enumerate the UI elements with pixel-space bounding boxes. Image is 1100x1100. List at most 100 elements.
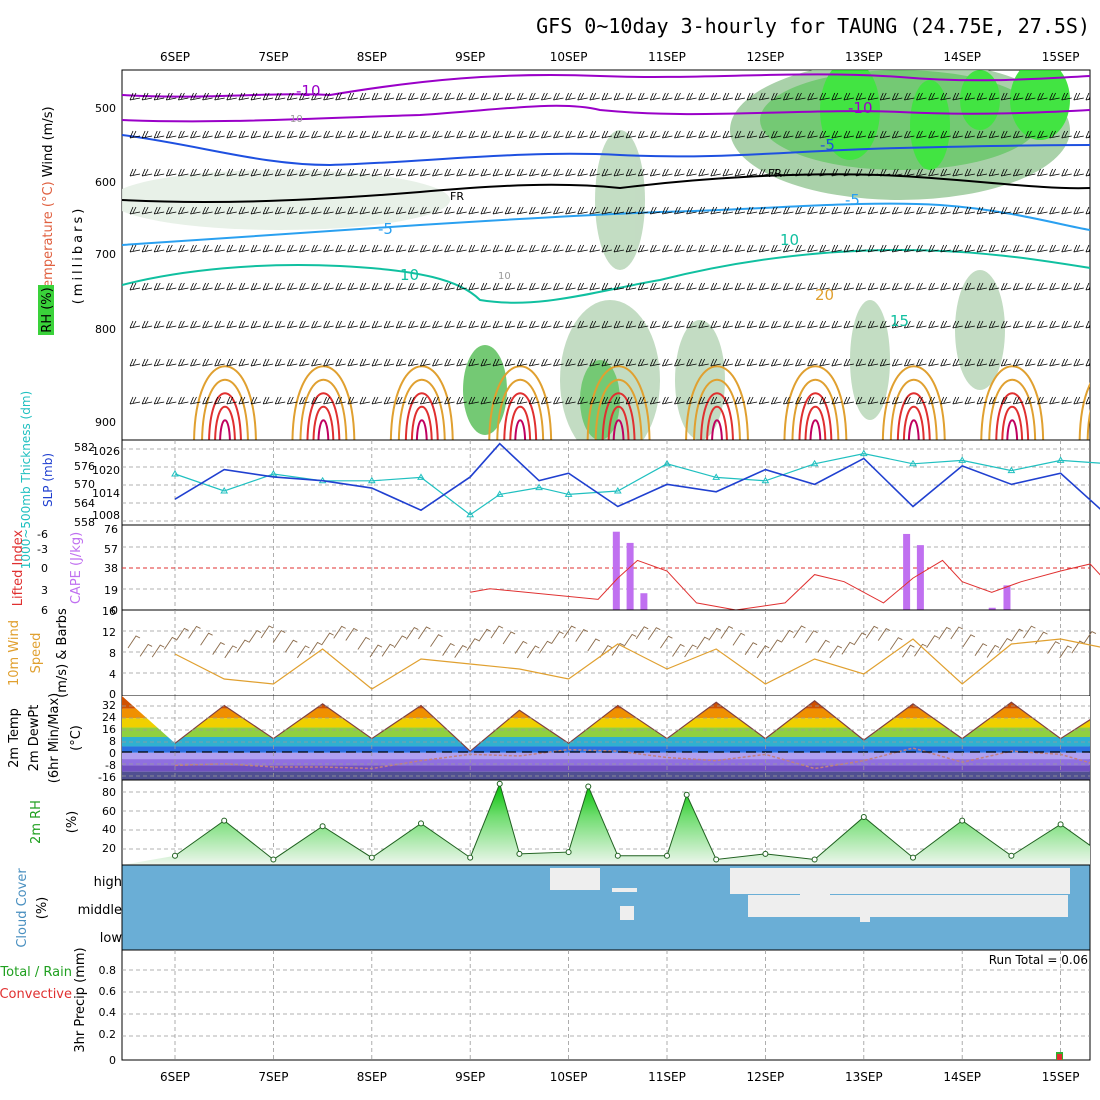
contour-label: -10 bbox=[848, 99, 873, 117]
wind-barb bbox=[637, 244, 649, 253]
wind-barb bbox=[1023, 625, 1036, 639]
wind-barb bbox=[1010, 628, 1024, 642]
wind-barb bbox=[456, 396, 467, 405]
wind-barb bbox=[311, 320, 322, 329]
thickness-marker bbox=[367, 476, 376, 484]
wind-barb bbox=[674, 206, 685, 215]
wind-barb bbox=[262, 244, 274, 253]
cloud-block bbox=[620, 906, 634, 920]
rh-marker bbox=[860, 813, 867, 820]
wind-barb bbox=[964, 206, 975, 215]
wind-barb bbox=[214, 244, 225, 253]
wind-barb bbox=[831, 320, 842, 329]
wind-barb bbox=[492, 244, 504, 253]
wind-barb bbox=[323, 282, 334, 291]
cape-bars bbox=[612, 531, 1011, 610]
wind-barb bbox=[577, 244, 588, 253]
wind-barb bbox=[129, 92, 141, 101]
wind-barb bbox=[286, 358, 298, 367]
wind-barb bbox=[541, 92, 552, 101]
wind-barb bbox=[649, 168, 661, 177]
wind-barb bbox=[601, 244, 612, 253]
wind-barb bbox=[686, 92, 697, 101]
wind-barb bbox=[589, 206, 600, 215]
wind-barb bbox=[805, 630, 818, 644]
wind-barb bbox=[867, 130, 879, 139]
wind-barb bbox=[577, 396, 588, 405]
temp-contour-warm bbox=[809, 419, 822, 440]
temp-panel: 32 24 16 8 0 -8 -16 2m Temp 2m DewPt (6h… bbox=[7, 693, 1091, 784]
wind-barb bbox=[1037, 396, 1048, 405]
wind-barb bbox=[988, 396, 1000, 405]
wind-barb bbox=[141, 168, 153, 177]
rh-shading bbox=[122, 70, 1070, 440]
cloud-block bbox=[860, 896, 870, 922]
wind-barb bbox=[153, 320, 165, 329]
wind-barb bbox=[916, 206, 927, 215]
day-label: 11SEP bbox=[648, 50, 686, 64]
wind-barb bbox=[371, 92, 383, 101]
wind-barb bbox=[891, 282, 903, 291]
temp-contour-warm bbox=[219, 419, 231, 440]
wind-barb bbox=[395, 282, 407, 291]
wind-barb bbox=[904, 320, 915, 329]
wind-barb bbox=[613, 396, 625, 405]
wind-barb bbox=[1061, 168, 1072, 177]
rh-marker bbox=[565, 849, 572, 856]
day-label: 15SEP bbox=[1042, 1070, 1080, 1084]
wind-barb bbox=[129, 320, 141, 329]
thickness-marker bbox=[958, 456, 967, 463]
wind-barb bbox=[480, 206, 491, 215]
wind-barb bbox=[297, 645, 310, 659]
wind-barb bbox=[613, 320, 625, 329]
wind-barb bbox=[855, 168, 867, 177]
wind-barb bbox=[819, 282, 830, 291]
wind-barb bbox=[662, 358, 673, 367]
wind-barb bbox=[783, 92, 794, 101]
wind-barb bbox=[468, 130, 479, 139]
wind-barb bbox=[1000, 206, 1012, 215]
wind-barb bbox=[347, 358, 358, 367]
wind-barb bbox=[1000, 92, 1012, 101]
wind-barb bbox=[710, 358, 721, 367]
wind-barb bbox=[829, 645, 843, 659]
wind-barb bbox=[274, 396, 286, 405]
wind-barb bbox=[153, 396, 165, 405]
wind-barb bbox=[964, 244, 975, 253]
day-label: 7SEP bbox=[258, 1070, 288, 1084]
wind-barb bbox=[940, 396, 951, 405]
wind-barb bbox=[262, 168, 274, 177]
wind-barb bbox=[889, 637, 903, 650]
wind-barb bbox=[238, 396, 249, 405]
temp-ylabel-unit: (°C) bbox=[69, 725, 84, 751]
slp-line bbox=[174, 442, 1100, 512]
cloud-level-middle: middle bbox=[78, 903, 122, 918]
wind-barb bbox=[335, 282, 346, 291]
temp-contour-warm bbox=[496, 379, 545, 440]
temp-contour-warm bbox=[1095, 393, 1100, 445]
wind-barb bbox=[286, 282, 298, 291]
wind-barb bbox=[238, 130, 249, 139]
rh-marker bbox=[910, 854, 916, 861]
wind-barb bbox=[444, 92, 455, 101]
wind-barb bbox=[831, 206, 842, 215]
rh-marker bbox=[496, 780, 503, 787]
wind-barb bbox=[758, 282, 770, 291]
cloud-blocks bbox=[550, 868, 1070, 922]
wind-barb bbox=[347, 168, 358, 177]
wind-barb bbox=[770, 358, 782, 367]
wind-barb bbox=[551, 631, 564, 644]
wind-barb bbox=[710, 244, 721, 253]
wind-barb bbox=[795, 358, 806, 367]
wind-tick: 0 bbox=[109, 688, 116, 701]
wind-barb bbox=[1000, 168, 1012, 177]
rh-area-fill bbox=[122, 783, 1090, 865]
wind-barb bbox=[395, 396, 407, 405]
cloud-block bbox=[612, 888, 637, 892]
wind-barb bbox=[395, 168, 407, 177]
rh-marker bbox=[368, 854, 375, 861]
wind-barb bbox=[1037, 168, 1048, 177]
wind-barb bbox=[964, 282, 975, 291]
wind-barb bbox=[190, 244, 201, 253]
